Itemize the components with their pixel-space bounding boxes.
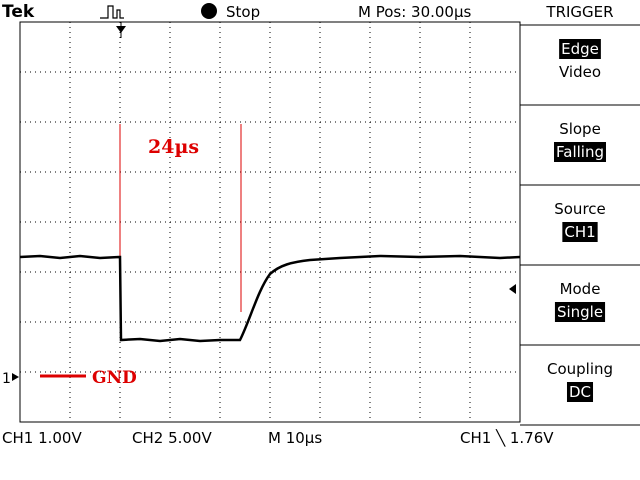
selection-highlight [566,382,594,402]
selection-highlight [554,302,606,322]
trigger-icon [100,5,124,19]
selection-highlight [559,39,601,59]
channel-marker: 1 [2,371,11,387]
timebase: M 10µs [268,429,322,447]
menu-option: Video [559,63,601,81]
waveform [19,254,521,343]
menu-option-selected: Single [557,303,603,321]
ch1-scale: CH1 1.00V [2,429,82,447]
trigger-readout: CH1 ╲ 1.76V [460,429,554,447]
menu-option: Slope [559,120,601,138]
cursor-delta: 24µs [148,136,199,158]
brand: Tek [2,2,35,22]
menu-option: Source [554,200,606,218]
selection-highlight [554,142,606,162]
menu-option-selected: CH1 [564,223,595,241]
menu-option-selected: Edge [561,40,599,58]
selection-highlight [562,222,598,242]
menu-option-selected: DC [569,383,591,401]
graticule [19,21,521,423]
menu-option: Mode [560,280,601,298]
ground-label: GND [92,368,137,388]
menu-option-selected: Falling [556,143,604,161]
ch2-scale: CH2 5.00V [132,429,212,447]
trigger-menu: Edge Video Slope Falling Source CH1 Mode Single… [520,24,640,426]
acquisition-status: Stop [226,3,260,21]
trigger-level-marker [509,284,516,294]
horizontal-position: M Pos: 30.00µs [358,3,472,21]
menu-option: Coupling [547,360,613,378]
menu-title: TRIGGER [545,3,613,21]
channel-marker-arrow [12,373,19,381]
run-indicator [201,3,217,19]
